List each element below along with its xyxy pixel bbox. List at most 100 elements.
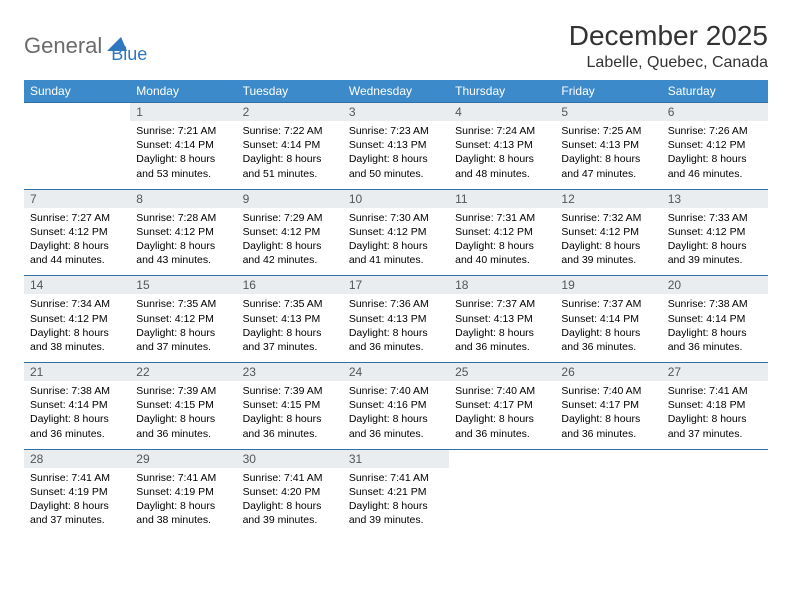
- day-number-cell: 24: [343, 363, 449, 382]
- day-content-cell: Sunrise: 7:37 AMSunset: 4:13 PMDaylight:…: [449, 294, 555, 362]
- day-number-row: 28293031: [24, 449, 768, 468]
- daylight-text: and 37 minutes.: [668, 427, 762, 441]
- sunset-text: Sunset: 4:12 PM: [349, 225, 443, 239]
- day-number-cell: 2: [237, 103, 343, 122]
- day-number-cell: 26: [555, 363, 661, 382]
- day-content-cell: [449, 468, 555, 536]
- sunrise-text: Sunrise: 7:38 AM: [668, 297, 762, 311]
- daylight-text: and 36 minutes.: [349, 427, 443, 441]
- daylight-text: and 36 minutes.: [455, 427, 549, 441]
- daylight-text: Daylight: 8 hours: [561, 239, 655, 253]
- sunrise-text: Sunrise: 7:38 AM: [30, 384, 124, 398]
- sunset-text: Sunset: 4:21 PM: [349, 485, 443, 499]
- day-number-cell: 17: [343, 276, 449, 295]
- day-number-cell: 18: [449, 276, 555, 295]
- sunrise-text: Sunrise: 7:37 AM: [455, 297, 549, 311]
- day-content-cell: Sunrise: 7:40 AMSunset: 4:17 PMDaylight:…: [449, 381, 555, 449]
- sunrise-text: Sunrise: 7:33 AM: [668, 211, 762, 225]
- daylight-text: and 46 minutes.: [668, 167, 762, 181]
- sunrise-text: Sunrise: 7:27 AM: [30, 211, 124, 225]
- sunrise-text: Sunrise: 7:22 AM: [243, 124, 337, 138]
- day-number-cell: 3: [343, 103, 449, 122]
- daylight-text: Daylight: 8 hours: [136, 239, 230, 253]
- day-content-cell: Sunrise: 7:41 AMSunset: 4:21 PMDaylight:…: [343, 468, 449, 536]
- day-content-cell: Sunrise: 7:41 AMSunset: 4:20 PMDaylight:…: [237, 468, 343, 536]
- day-content-cell: Sunrise: 7:39 AMSunset: 4:15 PMDaylight:…: [237, 381, 343, 449]
- sunrise-text: Sunrise: 7:31 AM: [455, 211, 549, 225]
- sunrise-text: Sunrise: 7:29 AM: [243, 211, 337, 225]
- day-content-cell: Sunrise: 7:41 AMSunset: 4:18 PMDaylight:…: [662, 381, 768, 449]
- day-content-cell: [555, 468, 661, 536]
- day-content-cell: Sunrise: 7:26 AMSunset: 4:12 PMDaylight:…: [662, 121, 768, 189]
- daylight-text: and 36 minutes.: [349, 340, 443, 354]
- sunset-text: Sunset: 4:17 PM: [561, 398, 655, 412]
- sunset-text: Sunset: 4:13 PM: [561, 138, 655, 152]
- day-content-cell: Sunrise: 7:25 AMSunset: 4:13 PMDaylight:…: [555, 121, 661, 189]
- day-content-cell: Sunrise: 7:37 AMSunset: 4:14 PMDaylight:…: [555, 294, 661, 362]
- weekday-header-row: Sunday Monday Tuesday Wednesday Thursday…: [24, 80, 768, 103]
- daylight-text: and 39 minutes.: [561, 253, 655, 267]
- daylight-text: Daylight: 8 hours: [668, 326, 762, 340]
- day-content-cell: Sunrise: 7:41 AMSunset: 4:19 PMDaylight:…: [130, 468, 236, 536]
- sunset-text: Sunset: 4:12 PM: [30, 225, 124, 239]
- daylight-text: and 40 minutes.: [455, 253, 549, 267]
- day-number-cell: 14: [24, 276, 130, 295]
- day-number-cell: 29: [130, 449, 236, 468]
- weekday-header: Thursday: [449, 80, 555, 103]
- day-number-row: 78910111213: [24, 189, 768, 208]
- daylight-text: Daylight: 8 hours: [243, 239, 337, 253]
- daylight-text: and 36 minutes.: [455, 340, 549, 354]
- sunrise-text: Sunrise: 7:40 AM: [349, 384, 443, 398]
- daylight-text: and 39 minutes.: [668, 253, 762, 267]
- day-number-cell: 21: [24, 363, 130, 382]
- sunrise-text: Sunrise: 7:41 AM: [668, 384, 762, 398]
- sunrise-text: Sunrise: 7:26 AM: [668, 124, 762, 138]
- sunset-text: Sunset: 4:14 PM: [668, 312, 762, 326]
- daylight-text: and 37 minutes.: [136, 340, 230, 354]
- day-number-cell: 9: [237, 189, 343, 208]
- daylight-text: Daylight: 8 hours: [668, 152, 762, 166]
- day-number-cell: 31: [343, 449, 449, 468]
- sunset-text: Sunset: 4:12 PM: [30, 312, 124, 326]
- day-number-cell: 12: [555, 189, 661, 208]
- sunset-text: Sunset: 4:14 PM: [243, 138, 337, 152]
- daylight-text: Daylight: 8 hours: [243, 499, 337, 513]
- sunset-text: Sunset: 4:13 PM: [455, 138, 549, 152]
- calendar-table: Sunday Monday Tuesday Wednesday Thursday…: [24, 80, 768, 535]
- sunset-text: Sunset: 4:13 PM: [455, 312, 549, 326]
- weekday-header: Saturday: [662, 80, 768, 103]
- day-content-cell: Sunrise: 7:23 AMSunset: 4:13 PMDaylight:…: [343, 121, 449, 189]
- daylight-text: and 36 minutes.: [243, 427, 337, 441]
- day-number-cell: 27: [662, 363, 768, 382]
- daylight-text: Daylight: 8 hours: [349, 412, 443, 426]
- sunset-text: Sunset: 4:13 PM: [349, 312, 443, 326]
- day-number-cell: 20: [662, 276, 768, 295]
- day-number-row: 123456: [24, 103, 768, 122]
- month-title: December 2025: [569, 20, 768, 52]
- daylight-text: and 36 minutes.: [561, 340, 655, 354]
- title-block: December 2025 Labelle, Quebec, Canada: [569, 20, 768, 72]
- daylight-text: and 39 minutes.: [349, 513, 443, 527]
- day-content-row: Sunrise: 7:21 AMSunset: 4:14 PMDaylight:…: [24, 121, 768, 189]
- sunset-text: Sunset: 4:18 PM: [668, 398, 762, 412]
- sunset-text: Sunset: 4:12 PM: [136, 312, 230, 326]
- daylight-text: and 38 minutes.: [136, 513, 230, 527]
- day-content-cell: Sunrise: 7:39 AMSunset: 4:15 PMDaylight:…: [130, 381, 236, 449]
- day-number-cell: 25: [449, 363, 555, 382]
- sunrise-text: Sunrise: 7:34 AM: [30, 297, 124, 311]
- logo-text-general: General: [24, 33, 102, 59]
- daylight-text: and 36 minutes.: [30, 427, 124, 441]
- sunset-text: Sunset: 4:12 PM: [455, 225, 549, 239]
- sunset-text: Sunset: 4:12 PM: [136, 225, 230, 239]
- day-content-cell: Sunrise: 7:40 AMSunset: 4:16 PMDaylight:…: [343, 381, 449, 449]
- day-number-cell: 8: [130, 189, 236, 208]
- day-number-cell: 4: [449, 103, 555, 122]
- day-number-cell: 28: [24, 449, 130, 468]
- sunrise-text: Sunrise: 7:30 AM: [349, 211, 443, 225]
- day-number-cell: [24, 103, 130, 122]
- day-number-cell: 19: [555, 276, 661, 295]
- daylight-text: and 36 minutes.: [136, 427, 230, 441]
- day-content-cell: [662, 468, 768, 536]
- weekday-header: Monday: [130, 80, 236, 103]
- daylight-text: Daylight: 8 hours: [349, 239, 443, 253]
